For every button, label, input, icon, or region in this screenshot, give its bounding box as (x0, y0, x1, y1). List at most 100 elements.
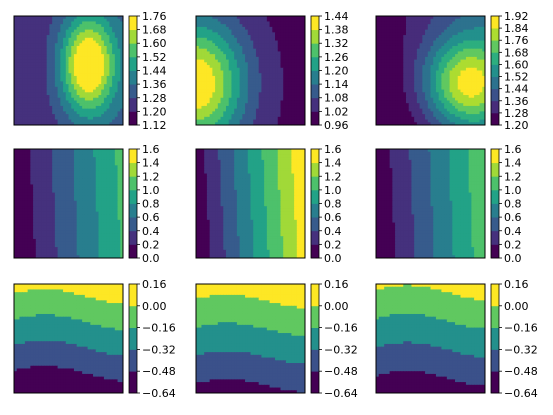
colorbar-tick-label: 1.36 (504, 95, 529, 108)
contour-cell (41, 32, 45, 36)
contour-cell (95, 43, 99, 47)
colorbar-tick-label: 0.96 (324, 119, 349, 132)
contour-cell (71, 43, 75, 47)
contour-cell (112, 32, 116, 36)
contour-cell (109, 24, 113, 28)
contour-cell (120, 43, 124, 47)
contour-cell (63, 24, 67, 28)
contour-cell (43, 45, 48, 50)
contour-cell (43, 24, 48, 28)
colorbar-tick-label: 1.92 (504, 10, 529, 23)
colorbar-segment (129, 84, 137, 99)
contour-cell (41, 26, 45, 31)
contour-cell (49, 29, 53, 33)
contour-cell (16, 32, 20, 36)
contour-cell (114, 43, 119, 47)
contour-cell (71, 35, 75, 39)
contour-cell (41, 43, 45, 47)
contour-cell (117, 40, 121, 44)
contour-cell (106, 21, 110, 25)
contour-cell (49, 35, 53, 39)
colorbar-tick-label: 1.36 (142, 78, 167, 91)
contour-cell (109, 26, 113, 31)
contour-cell (41, 21, 45, 25)
contour-cell (63, 48, 67, 52)
contour-cell (120, 45, 124, 50)
contour-cell (24, 21, 29, 25)
contour-cell (112, 24, 116, 28)
contour-cell (93, 40, 97, 44)
contour-cell (71, 24, 75, 28)
contour-cell (112, 18, 116, 22)
contour-cell (106, 48, 110, 52)
contour-cell (60, 35, 64, 39)
contour-cell (60, 43, 64, 47)
contour-cell (82, 26, 86, 31)
contour-cell (65, 21, 70, 25)
colorbar-segment (311, 97, 319, 112)
contour-cell (46, 40, 50, 44)
contour-cell (65, 26, 70, 31)
contour-cell (98, 26, 102, 31)
contour-cell (46, 51, 50, 55)
contour-cell (33, 29, 37, 33)
contour-cell (98, 37, 102, 42)
contour-cell (33, 45, 37, 50)
contour-cell (103, 32, 108, 36)
contour-cell (109, 48, 113, 52)
contour-cell (109, 35, 113, 39)
contour-cell (27, 18, 31, 22)
contour-cell (90, 18, 94, 22)
colorbar-tick-label: 1.12 (142, 119, 167, 132)
colorbar-segment (491, 16, 499, 29)
contour-cell (49, 21, 53, 25)
contour-cell (38, 32, 42, 36)
contour-cell (112, 45, 116, 50)
contour-cell (76, 21, 80, 25)
contour-cell (16, 35, 20, 39)
contour-cell (87, 40, 91, 44)
contour-field (14, 149, 124, 259)
contour-cell (24, 43, 29, 47)
contour-cell (24, 40, 29, 44)
contour-cell (38, 21, 42, 25)
contour-cell (103, 45, 108, 50)
colorbar-segment (311, 84, 319, 99)
contour-cell (24, 45, 29, 50)
contour-cell (103, 40, 108, 44)
contour-cell (120, 37, 124, 42)
contour-cell (73, 26, 78, 31)
contour-cell (73, 32, 78, 36)
colorbar-tick-label: 1.38 (324, 24, 349, 37)
contour-cell (112, 40, 116, 44)
contour-cell (46, 29, 50, 33)
contour-cell (120, 35, 124, 39)
contour-cell (41, 40, 45, 44)
contour-cell (33, 24, 37, 28)
contour-cell (38, 43, 42, 47)
contour-cell (57, 43, 61, 47)
contour-cell (98, 16, 102, 20)
contour-cell (93, 48, 97, 52)
contour-cell (106, 16, 110, 20)
contour-cell (43, 51, 48, 55)
contour-cell (73, 35, 78, 39)
contour-cell (65, 37, 70, 42)
contour-cell (30, 48, 34, 52)
contour-cell (54, 24, 59, 28)
colorbar-tick-label: 1.44 (324, 10, 349, 23)
contour-cell (79, 18, 83, 22)
contour-cell (68, 26, 72, 31)
contour-cell (54, 48, 59, 52)
contour-cell (33, 43, 37, 47)
contour-cell (79, 16, 83, 20)
colorbar-segment (311, 29, 319, 44)
contour-cell (76, 26, 80, 31)
contour-cell (54, 37, 59, 42)
contour-cell (54, 35, 59, 39)
contour-cell (22, 21, 26, 25)
contour-cell (22, 37, 26, 42)
contour-cell (120, 18, 124, 22)
colorbar-tick-label: 1.68 (142, 24, 167, 37)
contour-cell (38, 24, 42, 28)
